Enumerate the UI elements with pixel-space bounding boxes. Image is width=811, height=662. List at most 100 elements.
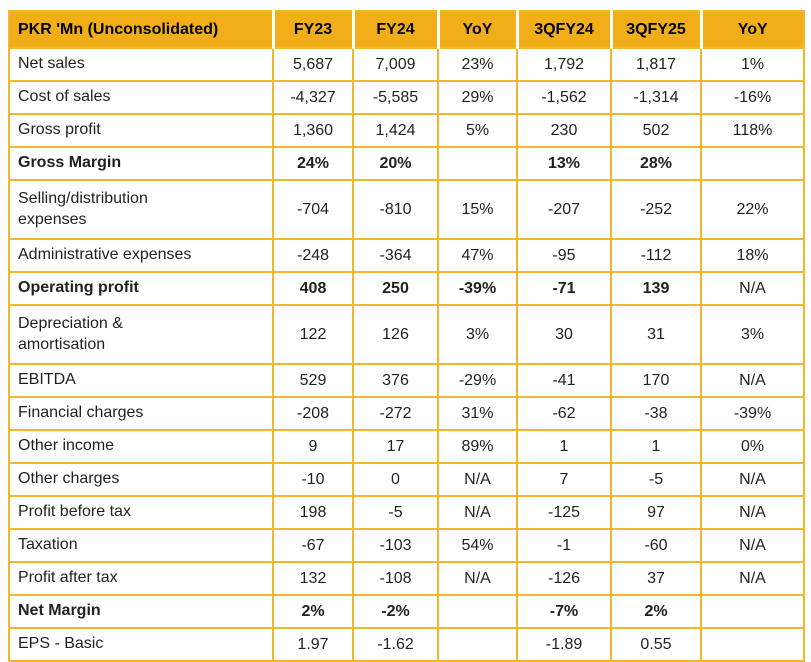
value-cell: N/A — [437, 462, 518, 497]
row-label: Net sales — [18, 55, 85, 73]
value-cell: 29% — [437, 80, 518, 115]
row-label: Taxation — [18, 536, 78, 554]
header-cell: 3QFY25 — [609, 11, 701, 49]
value-cell: -7% — [516, 594, 612, 629]
value-cell: N/A — [700, 495, 805, 530]
value-cell: -810 — [352, 179, 439, 240]
value-cell: 89% — [437, 429, 518, 464]
financial-table: PKR 'Mn (Unconsolidated) FY23 FY24 YoY 3QFY2… — [8, 10, 805, 662]
value-cell: -208 — [272, 396, 354, 431]
value-cell: -704 — [272, 179, 354, 240]
value-cell: 54% — [437, 528, 518, 563]
value-cell: -207 — [516, 179, 612, 240]
value-cell — [700, 594, 805, 629]
row-label: Net Margin — [18, 602, 101, 620]
value-cell: 118% — [700, 113, 805, 148]
value-cell: -5 — [352, 495, 439, 530]
row-label: Profit after tax — [18, 569, 118, 587]
value-cell: 250 — [352, 271, 439, 306]
value-cell: 126 — [352, 304, 439, 365]
row-label-cell: Cost of sales — [8, 80, 274, 115]
value-cell: 9 — [272, 429, 354, 464]
value-cell: 15% — [437, 179, 518, 240]
row-label-cell: Taxation — [8, 528, 274, 563]
value-cell: 1.97 — [272, 627, 354, 662]
row-label-cell: Operating profit — [8, 271, 274, 306]
value-cell: 122 — [272, 304, 354, 365]
value-cell: N/A — [700, 462, 805, 497]
table-header: PKR 'Mn (Unconsolidated) FY23 FY24 YoY 3QFY2… — [9, 11, 804, 49]
value-cell: -126 — [516, 561, 612, 596]
table-row: Administrative expenses -248 -364 47% -95 -11… — [8, 238, 805, 273]
value-cell: 3% — [437, 304, 518, 365]
value-cell: 22% — [700, 179, 805, 240]
value-cell: 18% — [700, 238, 805, 273]
value-cell: -112 — [610, 238, 702, 273]
value-cell: -95 — [516, 238, 612, 273]
table-body: Net sales 5,687 7,009 23% 1,792 1,817 1% Cost o… — [8, 47, 805, 662]
value-cell: -5 — [610, 462, 702, 497]
row-label-cell: Profit after tax — [8, 561, 274, 596]
value-cell: 24% — [272, 146, 354, 181]
value-cell: -16% — [700, 80, 805, 115]
value-cell: -248 — [272, 238, 354, 273]
header-cell: 3QFY24 — [515, 11, 611, 49]
value-cell: 1,817 — [610, 47, 702, 82]
row-label-cell: Net sales — [8, 47, 274, 82]
value-cell: 7 — [516, 462, 612, 497]
row-label: Other income — [18, 437, 115, 455]
value-cell: 1,360 — [272, 113, 354, 148]
table-row: Other income 9 17 89% 1 1 0% — [8, 429, 805, 464]
row-label: Gross profit — [18, 121, 101, 139]
value-cell: 139 — [610, 271, 702, 306]
row-label: Gross Margin — [18, 154, 122, 172]
value-cell: -71 — [516, 271, 612, 306]
value-cell: 170 — [610, 363, 702, 398]
row-label-cell: Financial charges — [8, 396, 274, 431]
value-cell: -108 — [352, 561, 439, 596]
row-label: Administrative expenses — [18, 246, 192, 264]
value-cell: N/A — [700, 363, 805, 398]
value-cell: N/A — [700, 561, 805, 596]
value-cell: 1 — [610, 429, 702, 464]
value-cell: -272 — [352, 396, 439, 431]
value-cell: -29% — [437, 363, 518, 398]
value-cell: 376 — [352, 363, 439, 398]
value-cell: -39% — [700, 396, 805, 431]
row-label: Operating profit — [18, 279, 139, 297]
value-cell: 13% — [516, 146, 612, 181]
value-cell: 5,687 — [272, 47, 354, 82]
header-cell-title: PKR 'Mn (Unconsolidated) — [9, 11, 273, 49]
value-cell: 2% — [272, 594, 354, 629]
value-cell: 30 — [516, 304, 612, 365]
value-cell: 31 — [610, 304, 702, 365]
row-label-cell: Net Margin — [8, 594, 274, 629]
value-cell — [700, 146, 805, 181]
row-label-cell: EPS - Basic — [8, 627, 274, 662]
row-label: EPS - Basic — [18, 635, 104, 653]
header-cell: YoY — [436, 11, 517, 49]
value-cell: 23% — [437, 47, 518, 82]
row-label: EBITDA — [18, 371, 76, 389]
row-label: Cost of sales — [18, 88, 111, 106]
row-label-cell: Selling/distribution expenses — [8, 179, 274, 240]
value-cell: -62 — [516, 396, 612, 431]
row-label: Depreciation & amortisation — [18, 314, 123, 353]
row-label-cell: Gross Margin — [8, 146, 274, 181]
value-cell: -1,562 — [516, 80, 612, 115]
header-cell: YoY — [699, 11, 804, 49]
value-cell: 1,792 — [516, 47, 612, 82]
table-row: Depreciation & amortisation 122 126 3% 30 31 3… — [8, 304, 805, 365]
value-cell: -41 — [516, 363, 612, 398]
table-row: Operating profit 408 250 -39% -71 139 N/A — [8, 271, 805, 306]
value-cell: -60 — [610, 528, 702, 563]
value-cell: N/A — [437, 561, 518, 596]
table-row: EBITDA 529 376 -29% -41 170 N/A — [8, 363, 805, 398]
value-cell — [437, 627, 518, 662]
value-cell: -67 — [272, 528, 354, 563]
value-cell: 47% — [437, 238, 518, 273]
table-row: Selling/distribution expenses -704 -810 15%… — [8, 179, 805, 240]
value-cell: 198 — [272, 495, 354, 530]
table-row: Taxation -67 -103 54% -1 -60 N/A — [8, 528, 805, 563]
value-cell — [700, 627, 805, 662]
